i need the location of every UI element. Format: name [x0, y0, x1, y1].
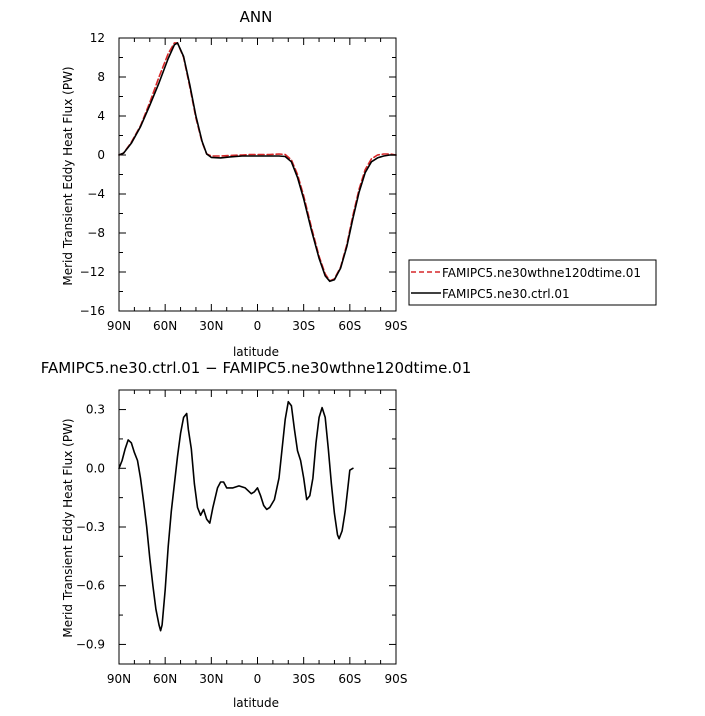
top-y-tick-label: 4 — [97, 109, 105, 123]
top-x-tick-label: 60S — [338, 319, 361, 333]
bottom-x-tick-label: 30S — [292, 672, 315, 686]
bottom-y-tick-label: 0.3 — [86, 403, 105, 417]
bottom-x-tick-label: 90N — [107, 672, 131, 686]
bottom-x-tick-label: 90S — [385, 672, 408, 686]
bottom-plot-frame — [118, 389, 397, 665]
top-y-tick-label: −8 — [87, 226, 105, 240]
legend-entry-ne120: FAMIPC5.ne30wthne120dtime.01 — [442, 266, 641, 280]
legend-entry-ctrl: FAMIPC5.ne30.ctrl.01 — [442, 287, 570, 301]
top-x-tick-label: 30S — [292, 319, 315, 333]
top-y-tick-label: −4 — [87, 187, 105, 201]
top-x-axis-label: latitude — [233, 345, 279, 359]
bottom-y-tick-label: −0.6 — [76, 579, 105, 593]
top-y-tick-label: 8 — [97, 70, 105, 84]
top-panel: ANN Merid Transient Eddy Heat Flux (PW) … — [61, 8, 407, 359]
bottom-panel: FAMIPC5.ne30.ctrl.01 − FAMIPC5.ne30wthne… — [41, 359, 472, 710]
top-x-tick-label: 30N — [199, 319, 223, 333]
top-series-line-1 — [118, 42, 397, 283]
legend-box — [408, 259, 657, 306]
top-y-axis-label: Merid Transient Eddy Heat Flux (PW) — [61, 66, 75, 285]
top-y-tick-label: 0 — [97, 148, 105, 162]
bottom-series-lines — [118, 400, 354, 632]
bottom-y-axis-label: Merid Transient Eddy Heat Flux (PW) — [61, 418, 75, 637]
bottom-y-tick-label: −0.9 — [76, 637, 105, 651]
bottom-chart-title: FAMIPC5.ne30.ctrl.01 − FAMIPC5.ne30wthne… — [41, 359, 472, 377]
top-y-tick-label: 12 — [90, 31, 105, 45]
top-y-tick-label: −12 — [80, 265, 105, 279]
legend: FAMIPC5.ne30wthne120dtime.01 FAMIPC5.ne3… — [408, 259, 657, 306]
bottom-y-tick-label: 0.0 — [86, 461, 105, 475]
bottom-x-axis-label: latitude — [233, 696, 279, 710]
bottom-series-line-0 — [118, 400, 354, 632]
top-axis-ticks: 90N 60N 30N 0 30S 60S 90S 12 8 4 0 −4 −8 −12 −16 — [80, 31, 408, 333]
top-chart-title: ANN — [240, 8, 273, 26]
top-x-tick-label: 0 — [254, 319, 262, 333]
bottom-x-tick-label: 0 — [254, 672, 262, 686]
top-x-tick-label: 90N — [107, 319, 131, 333]
bottom-y-tick-label: −0.3 — [76, 520, 105, 534]
top-x-tick-label: 60N — [153, 319, 177, 333]
bottom-axis-ticks: 90N 60N 30N 0 30S 60S 90S 0.3 0.0 −0.3 −0.6 −0.9 — [76, 390, 408, 686]
bottom-x-tick-label: 30N — [199, 672, 223, 686]
top-y-tick-label: −16 — [80, 304, 105, 318]
top-plot-frame — [118, 37, 397, 312]
top-series-lines — [118, 42, 397, 283]
bottom-x-tick-label: 60N — [153, 672, 177, 686]
top-x-tick-label: 90S — [385, 319, 408, 333]
bottom-x-tick-label: 60S — [338, 672, 361, 686]
